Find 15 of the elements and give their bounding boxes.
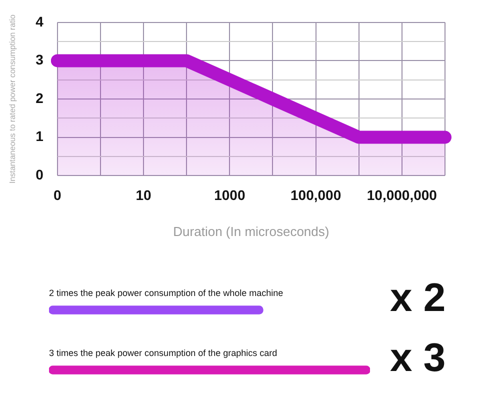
y-tick-label: 3	[36, 52, 44, 68]
x-tick-label: 1000	[214, 186, 246, 203]
y-tick-label: 4	[36, 13, 44, 30]
x-tick-label: 10,000,000	[366, 186, 438, 203]
data-label: x 2	[390, 276, 446, 320]
data-label: x 3	[390, 336, 446, 380]
x-tick-label: 100,000	[290, 186, 342, 203]
y-tick-label: 2 times the peak power consumption of the whole machine	[49, 288, 284, 298]
y-tick-label: 0	[36, 166, 44, 182]
x-axis-title: Duration (In microseconds)	[173, 224, 330, 239]
y-tick-label: 2	[36, 90, 44, 106]
y-axis-title: Instantaneous to rated power consumption ratio	[8, 14, 18, 184]
y-tick-label: 1	[36, 128, 44, 144]
x-tick-label: 10	[136, 186, 152, 203]
y-tick-label: 3 times the peak power consumption of the graphics card	[49, 348, 278, 358]
